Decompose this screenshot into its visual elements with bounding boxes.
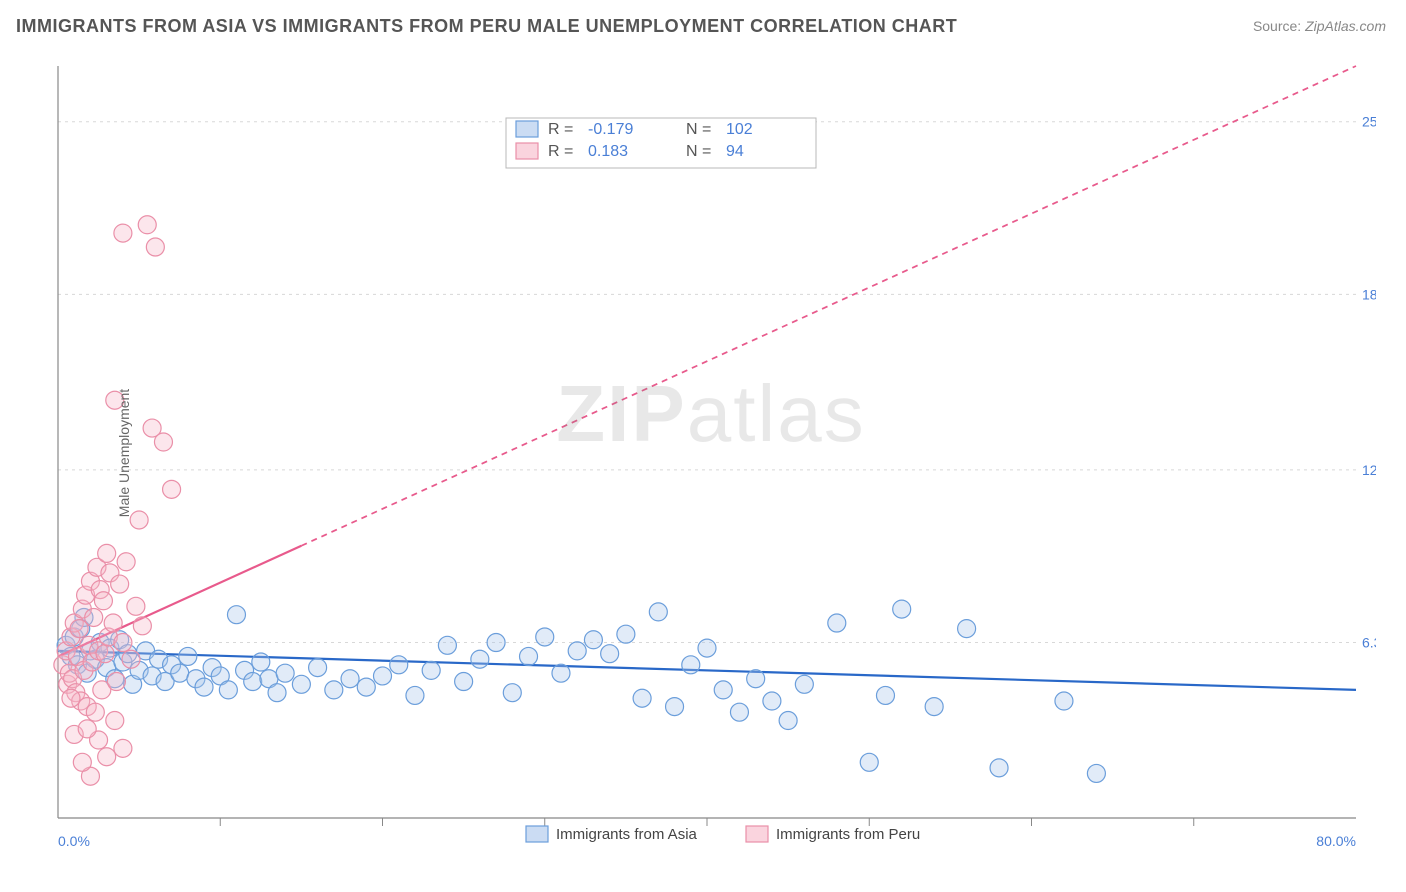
svg-text:102: 102 <box>726 121 753 138</box>
svg-text:N =: N = <box>686 121 711 138</box>
svg-text:-0.179: -0.179 <box>588 121 633 138</box>
source-label: Source: <box>1253 18 1301 34</box>
source-attribution: Source: ZipAtlas.com <box>1253 18 1386 34</box>
svg-text:80.0%: 80.0% <box>1316 833 1356 848</box>
svg-text:6.3%: 6.3% <box>1362 635 1376 651</box>
svg-text:R =: R = <box>548 121 573 138</box>
chart-title: IMMIGRANTS FROM ASIA VS IMMIGRANTS FROM … <box>16 16 957 37</box>
svg-text:0.0%: 0.0% <box>58 833 90 848</box>
svg-text:0.183: 0.183 <box>588 143 628 160</box>
svg-text:Immigrants from Asia: Immigrants from Asia <box>556 826 698 843</box>
svg-text:N =: N = <box>686 143 711 160</box>
scatter-chart-svg: 6.3% 12.5% 18.8% 25.0% 0.0% 80.0% R = -0.179 N =… <box>46 58 1376 848</box>
svg-text:18.8%: 18.8% <box>1362 286 1376 302</box>
svg-text:25.0%: 25.0% <box>1362 114 1376 130</box>
chart-area: Male Unemployment ZIPatlas 6.3%12.5%18.8… <box>46 58 1376 848</box>
svg-text:R =: R = <box>548 143 573 160</box>
svg-text:Immigrants from Peru: Immigrants from Peru <box>776 826 920 843</box>
svg-text:12.5%: 12.5% <box>1362 462 1376 478</box>
source-value: ZipAtlas.com <box>1305 18 1386 34</box>
svg-text:94: 94 <box>726 143 744 160</box>
y-axis-label: Male Unemployment <box>116 389 132 517</box>
